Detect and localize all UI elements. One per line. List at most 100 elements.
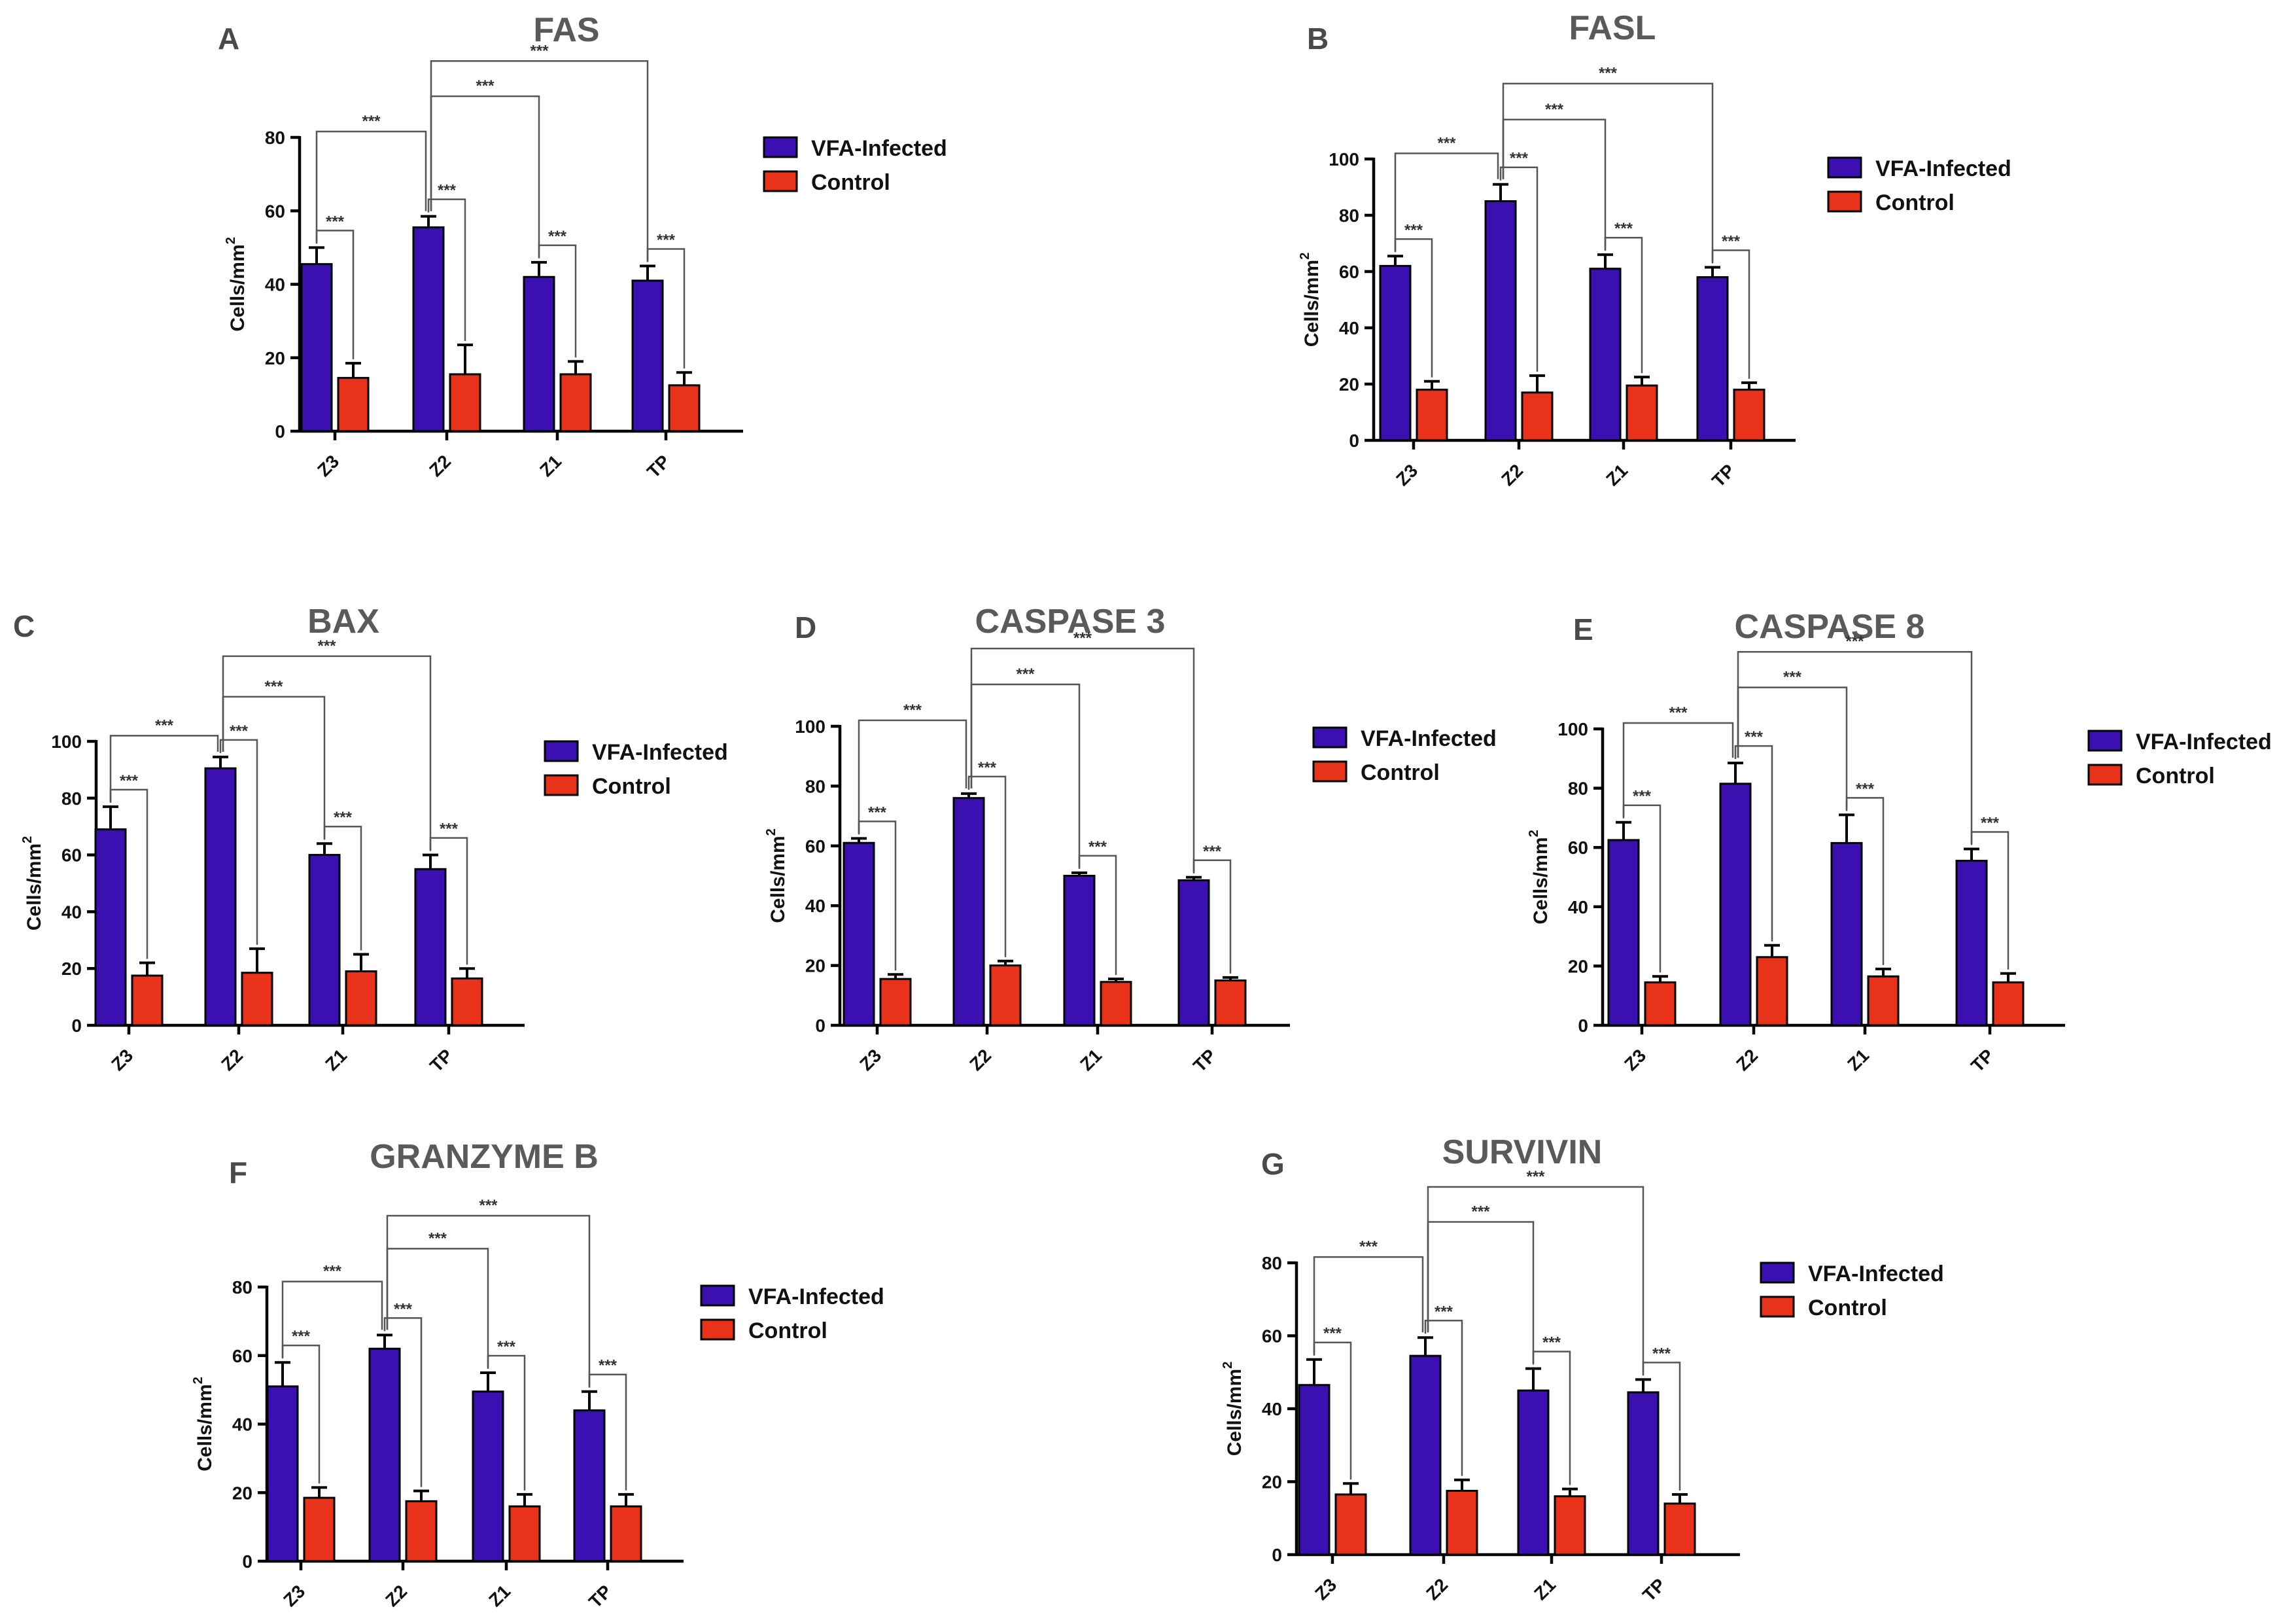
legend-label-vfa-infected: VFA-Infected xyxy=(2136,730,2272,754)
bar-control xyxy=(451,977,483,1027)
panel-letter: D xyxy=(795,610,816,644)
chart-title: CASPASE 3 xyxy=(975,603,1166,641)
y-tick-label: 0 xyxy=(71,1015,82,1036)
comparison-label: *** xyxy=(323,1263,342,1280)
bar-vfa-infected xyxy=(204,767,237,1027)
x-tick-label: TP xyxy=(1639,1574,1669,1605)
y-tick-label: 20 xyxy=(1262,1472,1282,1492)
bar-vfa-infected xyxy=(1955,860,1988,1027)
legend-label-vfa-infected: VFA-Infected xyxy=(592,740,728,765)
significance-label: *** xyxy=(1722,233,1741,251)
bar-vfa-infected xyxy=(523,275,555,432)
comparison-label: *** xyxy=(1599,65,1618,82)
comparison-label: *** xyxy=(1471,1203,1490,1221)
y-tick-label: 20 xyxy=(1568,956,1588,976)
y-tick-label: 40 xyxy=(265,275,285,295)
bar-control xyxy=(449,373,481,432)
bar-vfa-infected xyxy=(368,1347,401,1562)
comparison-bracket xyxy=(1502,118,1607,250)
bar-vfa-infected xyxy=(1607,839,1640,1027)
y-axis-label-superscript: 2 xyxy=(191,1377,205,1384)
y-tick-label: 60 xyxy=(265,201,285,221)
x-tick-label: TP xyxy=(643,451,674,482)
bar-control xyxy=(508,1505,541,1562)
panel-a: A FAS 0 20 40 60 80 Cells/mm2 Z3 *** Z2 *** Z1 *** TP *… xyxy=(218,11,947,482)
y-tick-label: 80 xyxy=(232,1277,252,1297)
chart-title: GRANZYME B xyxy=(370,1138,599,1176)
y-axis-label-superscript: 2 xyxy=(1298,253,1312,260)
panel-letter: B xyxy=(1307,22,1329,56)
legend-label-vfa-infected: VFA-Infected xyxy=(1808,1262,1944,1286)
bar-control xyxy=(879,978,912,1027)
y-axis-label-text: Cells/mm xyxy=(1530,837,1552,924)
significance-label: *** xyxy=(1614,220,1633,238)
x-tick-label: Z2 xyxy=(217,1045,247,1074)
bar-control xyxy=(1626,384,1658,442)
comparison-label: *** xyxy=(264,678,283,696)
comparison-bracket xyxy=(858,719,967,834)
chart-title: SURVIVIN xyxy=(1442,1133,1603,1171)
comparison-label: *** xyxy=(479,1197,498,1214)
comparison-label: *** xyxy=(903,701,922,719)
bar-control xyxy=(610,1505,642,1562)
significance-label: *** xyxy=(440,821,459,838)
comparison-label: *** xyxy=(1545,101,1564,118)
y-axis-label: Cells/mm2 xyxy=(1221,1362,1245,1456)
significance-bracket xyxy=(219,739,258,945)
x-tick-label: Z2 xyxy=(1422,1574,1452,1604)
y-axis-label-superscript: 2 xyxy=(20,836,35,843)
y-axis-label: Cells/mm2 xyxy=(1527,830,1552,925)
significance-label: *** xyxy=(438,182,457,200)
significance-label: *** xyxy=(230,722,249,740)
y-axis-label-superscript: 2 xyxy=(1527,830,1541,837)
x-tick-label: Z3 xyxy=(313,451,343,480)
significance-bracket xyxy=(427,198,466,342)
y-axis-label-superscript: 2 xyxy=(764,828,778,836)
x-tick-label: Z3 xyxy=(107,1045,137,1074)
legend-label-control: Control xyxy=(1361,760,1440,785)
y-tick-label: 60 xyxy=(61,845,82,866)
x-tick-label: Z2 xyxy=(965,1045,995,1074)
significance-label: *** xyxy=(1203,843,1222,860)
x-tick-label: TP xyxy=(1708,460,1739,491)
legend-label-vfa-infected: VFA-Infected xyxy=(811,136,947,161)
significance-label: *** xyxy=(1981,814,2000,832)
legend-label-vfa-infected: VFA-Infected xyxy=(1361,726,1497,751)
panel-letter: A xyxy=(218,22,239,56)
legend-swatch-vfa-infected xyxy=(763,136,798,158)
y-tick-label: 0 xyxy=(1578,1015,1588,1036)
y-tick-label: 100 xyxy=(1557,719,1588,739)
significance-label: *** xyxy=(1510,150,1529,168)
significance-label: *** xyxy=(1088,838,1107,856)
y-axis-label-superscript: 2 xyxy=(224,237,238,244)
y-axis-label-text: Cells/mm xyxy=(24,843,45,930)
x-tick-label: Z2 xyxy=(1497,460,1527,489)
y-axis-label-superscript: 2 xyxy=(1221,1362,1235,1369)
bar-vfa-infected xyxy=(1627,1391,1660,1556)
comparison-label: *** xyxy=(428,1229,447,1247)
comparison-label: *** xyxy=(362,113,381,130)
y-tick-label: 100 xyxy=(1329,149,1359,169)
panel-c: C BAX 0 20 40 60 80 100 Cells/mm2 Z3 *** Z2 *** Z1 ***… xyxy=(13,603,728,1076)
significance-bracket xyxy=(383,1317,423,1487)
x-tick-label: TP xyxy=(1967,1045,1998,1076)
y-tick-label: 0 xyxy=(275,421,285,442)
significance-label: *** xyxy=(292,1328,311,1345)
x-tick-label: Z3 xyxy=(1311,1574,1340,1604)
y-tick-label: 100 xyxy=(51,732,82,752)
y-tick-label: 80 xyxy=(1339,205,1359,226)
bar-control xyxy=(1521,391,1554,442)
panel-letter: C xyxy=(13,609,35,643)
y-tick-label: 80 xyxy=(265,128,285,148)
significance-label: *** xyxy=(497,1338,516,1356)
legend-label-control: Control xyxy=(2136,764,2215,788)
bar-vfa-infected xyxy=(573,1409,606,1562)
bar-control xyxy=(1733,389,1765,442)
bar-vfa-infected xyxy=(1298,1384,1331,1556)
y-axis-label-text: Cells/mm xyxy=(767,836,789,923)
bar-vfa-infected xyxy=(1589,268,1622,442)
comparison-label: *** xyxy=(155,716,174,734)
comparison-label: *** xyxy=(1783,669,1802,686)
comparison-bracket xyxy=(1622,722,1734,817)
legend-swatch-vfa-infected xyxy=(544,740,579,762)
